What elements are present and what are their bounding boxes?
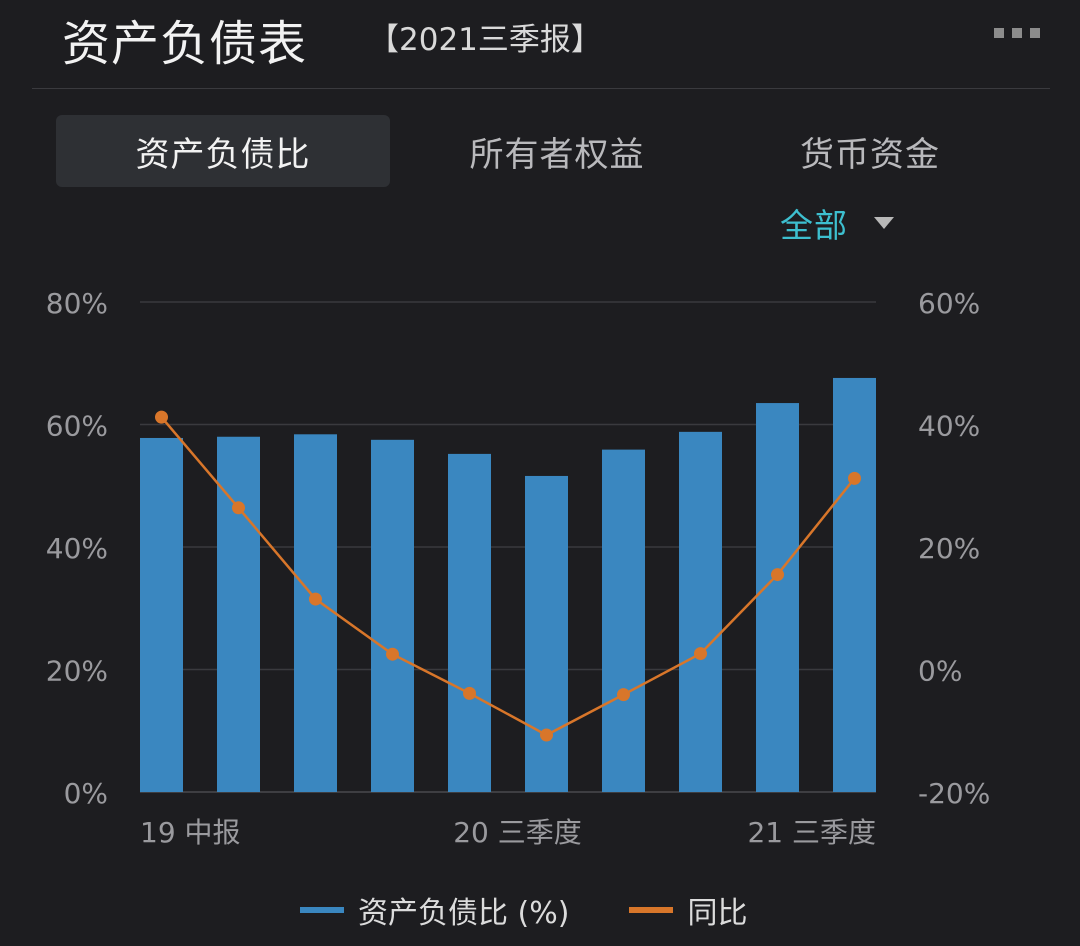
- more-dot-icon: [994, 28, 1004, 38]
- yoy-point: [540, 728, 553, 742]
- left-axis-tick-label: 80%: [46, 287, 108, 320]
- yoy-point: [771, 568, 784, 582]
- left-axis-tick-label: 0%: [64, 777, 108, 810]
- left-axis-tick-label: 40%: [46, 532, 108, 565]
- report-period-tag: 【2021三季报】: [368, 22, 602, 58]
- bar: [371, 439, 414, 792]
- bar: [679, 431, 722, 792]
- period-filter-dropdown[interactable]: 全部: [780, 200, 894, 246]
- x-axis-tick-label: 20 三季度: [453, 816, 582, 849]
- yoy-point: [232, 501, 245, 515]
- bar: [217, 436, 260, 792]
- tab-cash-funds[interactable]: 货币资金: [800, 134, 940, 175]
- left-axis-tick-label: 20%: [46, 655, 108, 688]
- legend-item-yoy: 同比: [629, 888, 747, 932]
- header-divider: [32, 88, 1050, 89]
- page-title: 资产负债表: [62, 16, 308, 72]
- legend-label-yoy: 同比: [687, 896, 748, 931]
- bar: [525, 475, 568, 792]
- bar: [756, 403, 799, 792]
- bar: [294, 434, 337, 792]
- legend-item-debt-ratio: 资产负债比 (%): [300, 888, 569, 932]
- bar: [448, 453, 491, 792]
- legend-label-debt-ratio: 资产负债比 (%): [358, 896, 570, 931]
- yoy-point: [386, 647, 399, 661]
- period-filter-label: 全部: [780, 206, 848, 245]
- yoy-point: [617, 688, 630, 702]
- bar: [140, 437, 183, 792]
- more-options-button[interactable]: [994, 26, 1040, 40]
- caret-down-icon: [874, 217, 894, 229]
- right-axis-tick-label: 20%: [918, 532, 980, 565]
- more-dot-icon: [1012, 28, 1022, 38]
- right-axis-tick-label: 0%: [918, 655, 962, 688]
- legend-swatch-bar: [300, 907, 344, 913]
- yoy-point: [848, 471, 861, 485]
- bar: [833, 377, 876, 792]
- debt-ratio-chart: 0% 20% 40% 60% 80% -20% 0% 20% 40% 60% 19 中报 20 三季度…: [46, 287, 991, 849]
- x-axis-tick-label: 19 中报: [140, 816, 241, 849]
- bar: [602, 449, 645, 792]
- yoy-line: [160, 416, 856, 737]
- chart-legend: 资产负债比 (%) 同比: [300, 888, 807, 932]
- yoy-point: [694, 647, 707, 661]
- more-dot-icon: [1030, 28, 1040, 38]
- yoy-point: [309, 592, 322, 606]
- right-axis-tick-label: 60%: [918, 287, 980, 320]
- yoy-point: [155, 410, 168, 424]
- right-axis-tick-label: -20%: [918, 777, 990, 810]
- x-axis-tick-label: 21 三季度: [747, 816, 876, 849]
- yoy-point: [463, 686, 476, 700]
- legend-swatch-line: [629, 907, 674, 913]
- tab-debt-ratio[interactable]: 资产负债比: [56, 115, 390, 187]
- tab-owner-equity[interactable]: 所有者权益: [469, 134, 645, 175]
- right-axis-tick-label: 40%: [918, 410, 980, 443]
- left-axis-tick-label: 60%: [46, 410, 108, 443]
